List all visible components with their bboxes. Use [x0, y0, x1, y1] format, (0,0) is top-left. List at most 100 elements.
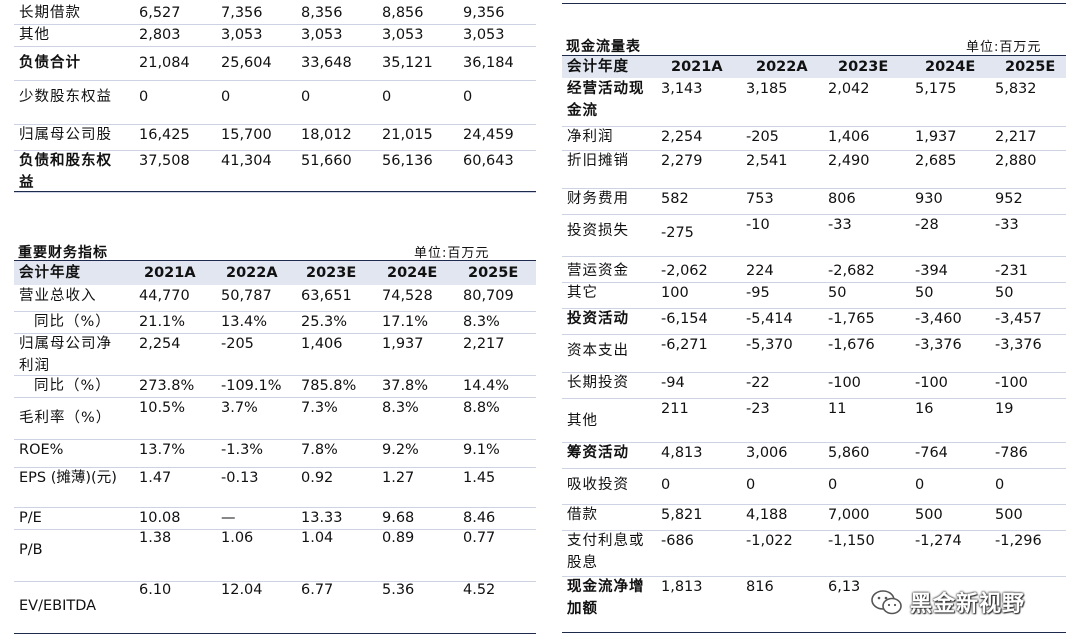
header-year: 2025E [1005, 59, 1056, 75]
cell-value: 2,541 [746, 153, 788, 169]
cell-value: 35,121 [382, 55, 433, 71]
cell-value: 0 [746, 477, 756, 493]
header-year: 2022A [756, 59, 808, 75]
cell-value: 80,709 [463, 288, 514, 304]
cell-value: -6,154 [661, 311, 708, 327]
cashflow-row: 经营活动现金流 3,143 3,185 2,042 5,175 5,832 [562, 78, 1066, 127]
row-label: 毛利率（%） [19, 410, 112, 426]
row-label: 支付利息或股息 [567, 533, 645, 571]
cashflow-row: 支付利息或股息 -686 -1,022 -1,150 -1,274 -1,296 [562, 530, 1066, 577]
cell-value: 100 [661, 285, 689, 301]
row-label: 负债合计 [19, 55, 81, 71]
cell-value: 25,604 [221, 55, 272, 71]
cell-value: -6,271 [661, 337, 708, 353]
row-label: 少数股东权益 [19, 89, 112, 105]
cell-value: 10.5% [139, 400, 186, 416]
header-year: 2021A [144, 265, 196, 281]
cell-value: 3,143 [661, 81, 703, 97]
cell-value: 0 [301, 89, 311, 105]
cell-value: -5,370 [746, 337, 793, 353]
cell-value: -394 [915, 263, 948, 279]
cell-value: 8.3% [382, 400, 419, 416]
cell-value: 11 [828, 401, 847, 417]
cell-value: 9,356 [463, 5, 505, 21]
row-label: 营业总收入 [19, 288, 97, 304]
cell-value: 0.92 [301, 470, 334, 486]
cell-value: -1,274 [915, 533, 962, 549]
balance-row: 负债和股东权益 37,508 41,304 51,660 56,136 60,643 [14, 150, 536, 193]
cell-value: -2,682 [828, 263, 875, 279]
cell-value: 12.04 [221, 582, 263, 598]
cell-value: 753 [746, 191, 774, 207]
header-label: 会计年度 [567, 59, 629, 75]
balance-row: 其他 2,803 3,053 3,053 3,053 3,053 [14, 24, 536, 47]
cell-value: -1,765 [828, 311, 875, 327]
header-label: 会计年度 [19, 265, 81, 281]
cell-value: 7.3% [301, 400, 338, 416]
cell-value: -0.13 [221, 470, 259, 486]
cell-value: 10.08 [139, 510, 181, 526]
cell-value: 51,660 [301, 153, 352, 169]
cell-value: -100 [995, 375, 1028, 391]
row-label: P/E [19, 510, 42, 526]
cell-value: 37.8% [382, 378, 429, 394]
cell-value: 1,406 [301, 336, 343, 352]
cell-value: 0 [661, 477, 671, 493]
cell-value: 1.27 [382, 470, 415, 486]
financial-row: 同比（%） 21.1% 13.4% 25.3% 17.1% 8.3% [14, 311, 536, 334]
financial-row: 营业总收入 44,770 50,787 63,651 74,528 80,709 [14, 285, 536, 312]
cell-value: 4,813 [661, 445, 703, 461]
cell-value: -1,022 [746, 533, 793, 549]
row-label: 财务费用 [567, 191, 629, 207]
cell-value: -1,676 [828, 337, 875, 353]
cell-value: 21,084 [139, 55, 190, 71]
table-bottom-line [14, 191, 536, 192]
cell-value: 37,508 [139, 153, 190, 169]
cell-value: 13.33 [301, 510, 343, 526]
header-year: 2025E [468, 265, 519, 281]
cell-value: 0 [139, 89, 149, 105]
cell-value: 63,651 [301, 288, 352, 304]
header-year: 2024E [925, 59, 976, 75]
table-top-line [562, 3, 1066, 4]
cell-value: 13.7% [139, 442, 186, 458]
financial-row: EPS (摊薄)(元) 1.47 -0.13 0.92 1.27 1.45 [14, 467, 536, 508]
cell-value: 13.4% [221, 314, 268, 330]
cell-value: 3,053 [221, 27, 263, 43]
cell-value: -33 [995, 217, 1019, 233]
cell-value: 21,015 [382, 127, 433, 143]
cell-value: -5,414 [746, 311, 793, 327]
cell-value: -1,296 [995, 533, 1042, 549]
cashflow-row: 财务费用 582 753 806 930 952 [562, 188, 1066, 215]
table-top-line [562, 55, 1066, 56]
cashflow-row: 净利润 2,254 -205 1,406 1,937 2,217 [562, 126, 1066, 151]
row-label: 归属母公司股 [19, 127, 112, 143]
cell-value: 9.2% [382, 442, 419, 458]
cell-value: 33,648 [301, 55, 352, 71]
row-label: 同比（%） [34, 314, 111, 330]
cell-value: 50 [828, 285, 847, 301]
row-label: P/B [19, 542, 43, 558]
financial-row: 毛利率（%） 10.5% 3.7% 7.3% 8.3% 8.8% [14, 397, 536, 440]
financial-row: P/E 10.08 — 13.33 9.68 8.46 [14, 507, 536, 530]
cell-value: 1,937 [382, 336, 424, 352]
cell-value: -205 [746, 129, 779, 145]
row-label: 同比（%） [34, 378, 111, 394]
cell-value: 0 [995, 477, 1005, 493]
cell-value: 36,184 [463, 55, 514, 71]
cell-value: 6.77 [301, 582, 334, 598]
cell-value: 224 [746, 263, 774, 279]
cell-value: -3,457 [995, 311, 1042, 327]
cell-value: 17.1% [382, 314, 429, 330]
row-label: ROE% [19, 442, 64, 458]
cell-value: 16,425 [139, 127, 190, 143]
table-header: 会计年度 2021A 2022A 2023E 2024E 2025E [562, 56, 1066, 78]
row-label: 负债和股东权益 [19, 153, 112, 191]
row-label: 经营活动现金流 [567, 81, 645, 119]
cell-value: 2,880 [995, 153, 1037, 169]
cashflow-row: 筹资活动 4,813 3,006 5,860 -764 -786 [562, 442, 1066, 469]
cell-value: 3,006 [746, 445, 788, 461]
cell-value: -95 [746, 285, 770, 301]
cell-value: 56,136 [382, 153, 433, 169]
cell-value: -109.1% [221, 378, 282, 394]
